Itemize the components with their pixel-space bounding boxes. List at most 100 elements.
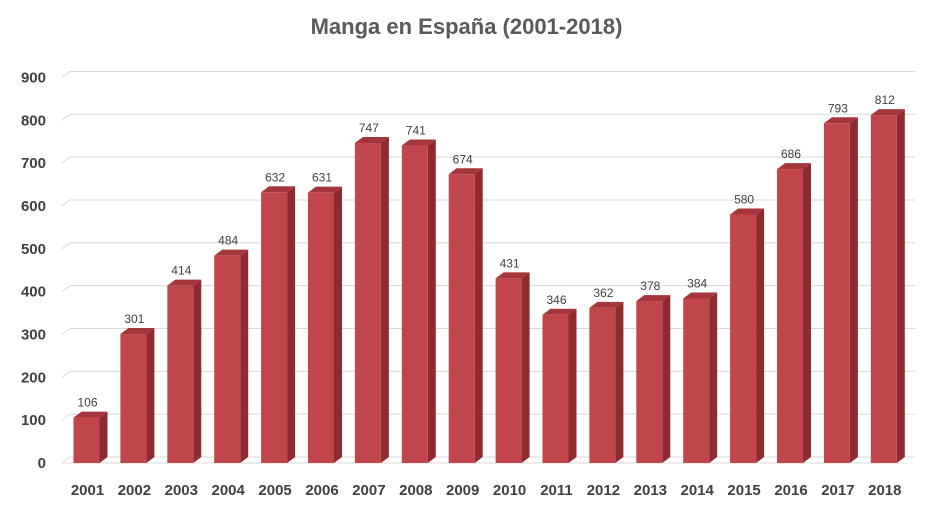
x-tick-label: 2009 [446,482,479,499]
bar-top [308,186,342,193]
y-tick-label: 100 [21,412,46,429]
bar-front [354,142,381,463]
bar-side [521,272,530,463]
data-label: 793 [828,101,848,115]
bar-side [427,139,436,463]
data-label: 346 [546,293,566,307]
x-tick-label: 2016 [774,482,807,499]
x-tick-label: 2010 [493,482,526,499]
bar-2002 [120,328,155,463]
bar-2006 [308,186,342,463]
bar-2017 [823,117,858,463]
bar-2009 [448,168,483,463]
bar-side [803,163,811,463]
x-tick-label: 2018 [868,482,901,499]
y-tick-label: 300 [21,326,46,343]
data-label: 106 [77,396,97,410]
data-label: 674 [453,152,473,166]
x-tick-label: 2004 [212,482,246,499]
bar-top [542,308,577,315]
x-tick-label: 2017 [821,482,854,499]
bar-top [823,117,858,124]
x-tick-label: 2012 [587,482,620,499]
gridlines [61,70,915,464]
bar-front [730,214,757,463]
gridline-edge [61,113,71,121]
bar-side [615,301,624,463]
bar-2005 [261,186,296,463]
bar-front [401,145,428,463]
bar-front [777,169,803,463]
x-tick-label: 2003 [165,482,198,499]
bar-side [287,186,296,463]
x-tick-label: 2002 [118,482,151,499]
bar-top [777,163,811,170]
data-label: 580 [734,193,754,207]
gridline-edge [61,71,71,78]
bar-top [73,411,108,418]
gridline-edge [61,456,71,464]
y-tick-label: 600 [21,198,46,215]
x-axis-ticks: 2001 2002 2003 2004 2005 2006 2007 2008 2009 2010… [71,482,902,499]
y-tick-label: 700 [21,155,46,172]
gridline-edge [61,199,71,207]
data-label: 741 [406,124,426,138]
y-tick-label: 900 [21,69,46,86]
bars [73,109,905,464]
bar-2004 [214,249,249,463]
bar-2007 [354,136,389,463]
bar-side [99,411,108,463]
gridline-edge [61,370,71,378]
data-label: 414 [171,264,191,278]
bar-front [542,314,569,463]
bar-front [495,278,522,463]
bar-top [730,208,765,215]
bar-2001 [73,411,108,463]
bar-top [214,249,249,256]
data-label: 384 [687,276,707,290]
y-tick-label: 500 [21,241,46,258]
x-tick-label: 2011 [540,482,573,499]
bar-front [261,192,288,463]
bar-front [214,255,241,463]
y-tick-label: 800 [21,112,46,129]
y-tick-label: 0 [38,455,46,472]
x-tick-label: 2008 [399,482,432,499]
data-label: 378 [640,279,660,293]
x-tick-label: 2001 [71,482,104,499]
bar-side [193,279,202,463]
bar-2016 [777,163,811,463]
bar-side [756,208,765,463]
bar-side [474,168,483,463]
bar-top [683,292,718,299]
bar-2013 [636,295,671,463]
data-label: 301 [124,312,144,326]
bar-top [870,109,905,116]
x-tick-label: 2005 [258,482,291,499]
bar-side [240,249,249,463]
bar-top [495,272,530,279]
bar-2003 [167,279,202,463]
data-label: 812 [875,93,895,107]
bar-top [120,328,155,335]
bar-side [146,328,155,463]
bar-front [167,285,194,463]
data-label: 747 [359,121,379,135]
bar-2015 [730,208,765,463]
x-tick-label: 2007 [352,482,385,499]
x-tick-label: 2015 [727,482,760,499]
bar-top [167,279,202,286]
bar-2011 [542,308,577,463]
bar-top [354,136,389,143]
data-label: 632 [265,170,285,184]
bar-top [401,139,436,146]
bar-front [636,301,663,463]
bar-side [709,292,718,463]
gridline-edge [61,285,71,293]
y-tick-label: 400 [21,284,46,301]
x-tick-label: 2013 [634,482,667,499]
gridline-edge [61,242,71,250]
chart-title: Manga en España (2001-2018) [310,14,623,39]
